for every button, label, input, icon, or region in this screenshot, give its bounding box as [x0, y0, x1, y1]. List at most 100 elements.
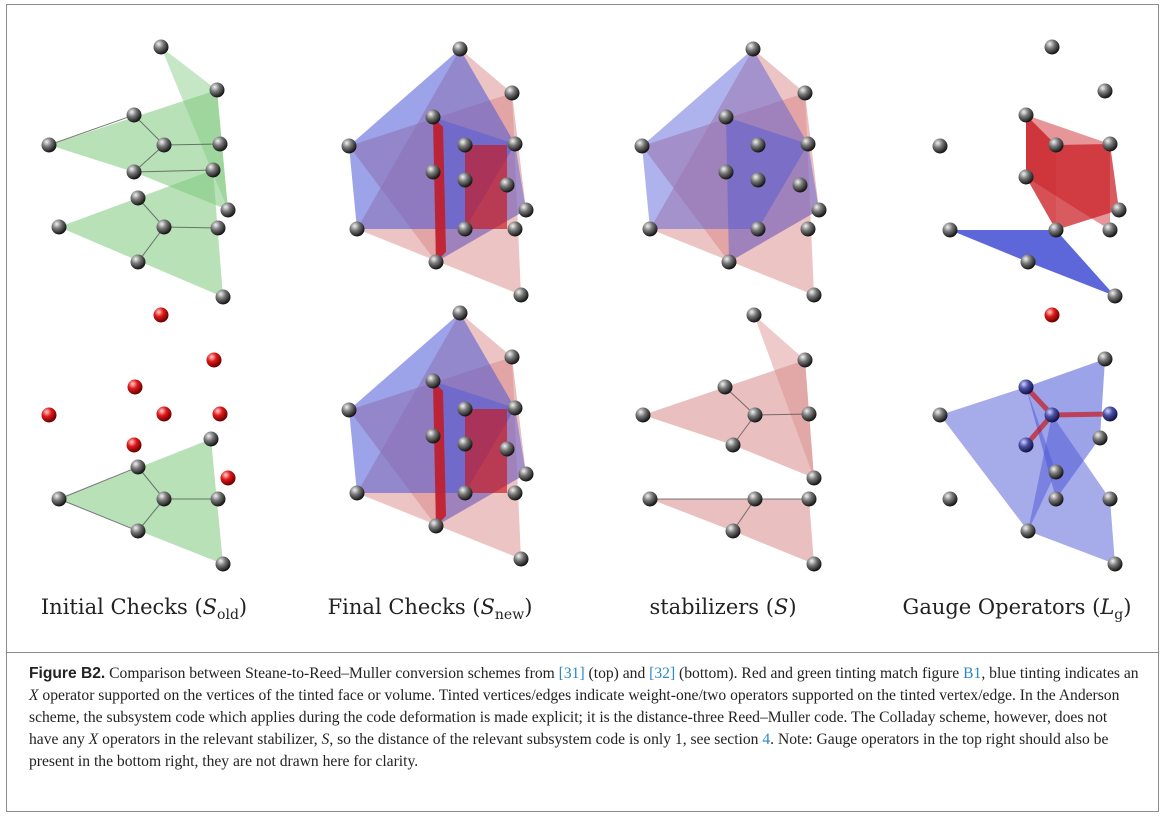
- red-volume: [1026, 115, 1110, 230]
- vertex: [1044, 39, 1060, 55]
- vertex: [425, 373, 441, 389]
- red-face: [643, 360, 814, 478]
- red-volume: [465, 409, 507, 493]
- edge-line: [58, 466, 139, 500]
- vertex: [428, 254, 444, 270]
- vertex: [457, 485, 473, 501]
- vertex: [797, 352, 813, 368]
- vertex: [642, 221, 658, 237]
- blue-face: [1028, 415, 1115, 564]
- vertex: [209, 82, 225, 98]
- vertex: [806, 556, 822, 572]
- vertex: [725, 437, 741, 453]
- vertex: [745, 41, 761, 57]
- vertex: [215, 556, 231, 572]
- vertex: [349, 221, 365, 237]
- ref-32-link[interactable]: [32]: [649, 665, 676, 682]
- red-vertex: [156, 406, 172, 422]
- vertex: [126, 164, 142, 180]
- green-face: [59, 170, 223, 297]
- vertex: [1107, 288, 1123, 304]
- vertex: [499, 177, 515, 193]
- vertex: [1097, 83, 1113, 99]
- blue-face: [940, 387, 1056, 531]
- vertex: [457, 221, 473, 237]
- vertex: [1020, 523, 1036, 539]
- panel-stabilizers-top: [634, 41, 827, 303]
- vertex: [349, 485, 365, 501]
- vertex: [205, 162, 221, 178]
- red-vertex: [153, 307, 169, 323]
- vertex: [635, 407, 651, 423]
- vertex: [126, 107, 142, 123]
- vertex: [513, 287, 529, 303]
- ref-31-link[interactable]: [31]: [558, 665, 585, 682]
- vertex: [634, 138, 650, 154]
- red-volume: [465, 145, 507, 229]
- red-volume: [1056, 144, 1119, 230]
- vertex: [1102, 491, 1118, 507]
- vertex: [1048, 222, 1064, 238]
- section-4-link[interactable]: 4: [762, 731, 771, 748]
- vertex: [452, 41, 468, 57]
- vertex: [507, 485, 523, 501]
- vertex: [452, 305, 468, 321]
- vertex: [800, 136, 816, 152]
- vertex: [717, 379, 733, 395]
- vertex: [746, 307, 762, 323]
- panel-stabilizers-bottom: [635, 307, 822, 572]
- vertex: [725, 523, 741, 539]
- vertex: [504, 85, 520, 101]
- caption-divider: [7, 652, 1158, 653]
- edge-line: [163, 226, 219, 229]
- vertex: [932, 138, 948, 154]
- column-label-final-checks: Final Checks (Snew): [327, 595, 533, 624]
- vertex: [425, 164, 441, 180]
- panel-gauge-top: [932, 39, 1127, 304]
- column-label-gauge-operators: Gauge Operators (Lg): [902, 595, 1132, 624]
- panel-initial-top: [41, 39, 236, 305]
- vertex: [518, 466, 534, 482]
- vertex: [518, 202, 534, 218]
- column-label-stabilizers: stabilizers (S): [649, 595, 797, 619]
- red-volume: [1026, 115, 1056, 230]
- vertex: [499, 441, 515, 457]
- vertex: [156, 137, 172, 153]
- blue-face: [1026, 359, 1105, 499]
- panel-final-top: [341, 41, 534, 303]
- red-vertex: [212, 406, 228, 422]
- vertex: [1102, 222, 1118, 238]
- vertex: [800, 221, 816, 237]
- vertex: [792, 177, 808, 193]
- vertex: [1020, 254, 1036, 270]
- vertex: [718, 109, 734, 125]
- vertex: [457, 436, 473, 452]
- vertex: [212, 136, 228, 152]
- vertex: [130, 190, 146, 206]
- edge-line: [163, 143, 221, 146]
- red-vertex: [41, 407, 57, 423]
- vertex: [457, 172, 473, 188]
- figure-b1-link[interactable]: B1: [963, 665, 982, 682]
- vertex: [797, 85, 813, 101]
- vertex: [1111, 202, 1127, 218]
- figure-caption: Figure B2. Comparison between Steane-to-…: [29, 665, 1139, 770]
- vertex: [1102, 406, 1118, 422]
- vertex: [51, 491, 67, 507]
- red-vertex: [127, 379, 143, 395]
- vertex: [1048, 464, 1064, 480]
- vertex: [806, 287, 822, 303]
- vertex: [801, 406, 817, 422]
- red-vertex: [220, 470, 236, 486]
- vertex: [51, 219, 67, 235]
- vertex: [425, 109, 441, 125]
- green-face: [49, 90, 228, 210]
- vertex: [1018, 107, 1034, 123]
- edge-line: [754, 413, 810, 416]
- vertex: [513, 551, 529, 567]
- vertex: [156, 491, 172, 507]
- vertex: [1102, 136, 1118, 152]
- vertex: [130, 459, 146, 475]
- vertex: [457, 401, 473, 417]
- vertex: [504, 349, 520, 365]
